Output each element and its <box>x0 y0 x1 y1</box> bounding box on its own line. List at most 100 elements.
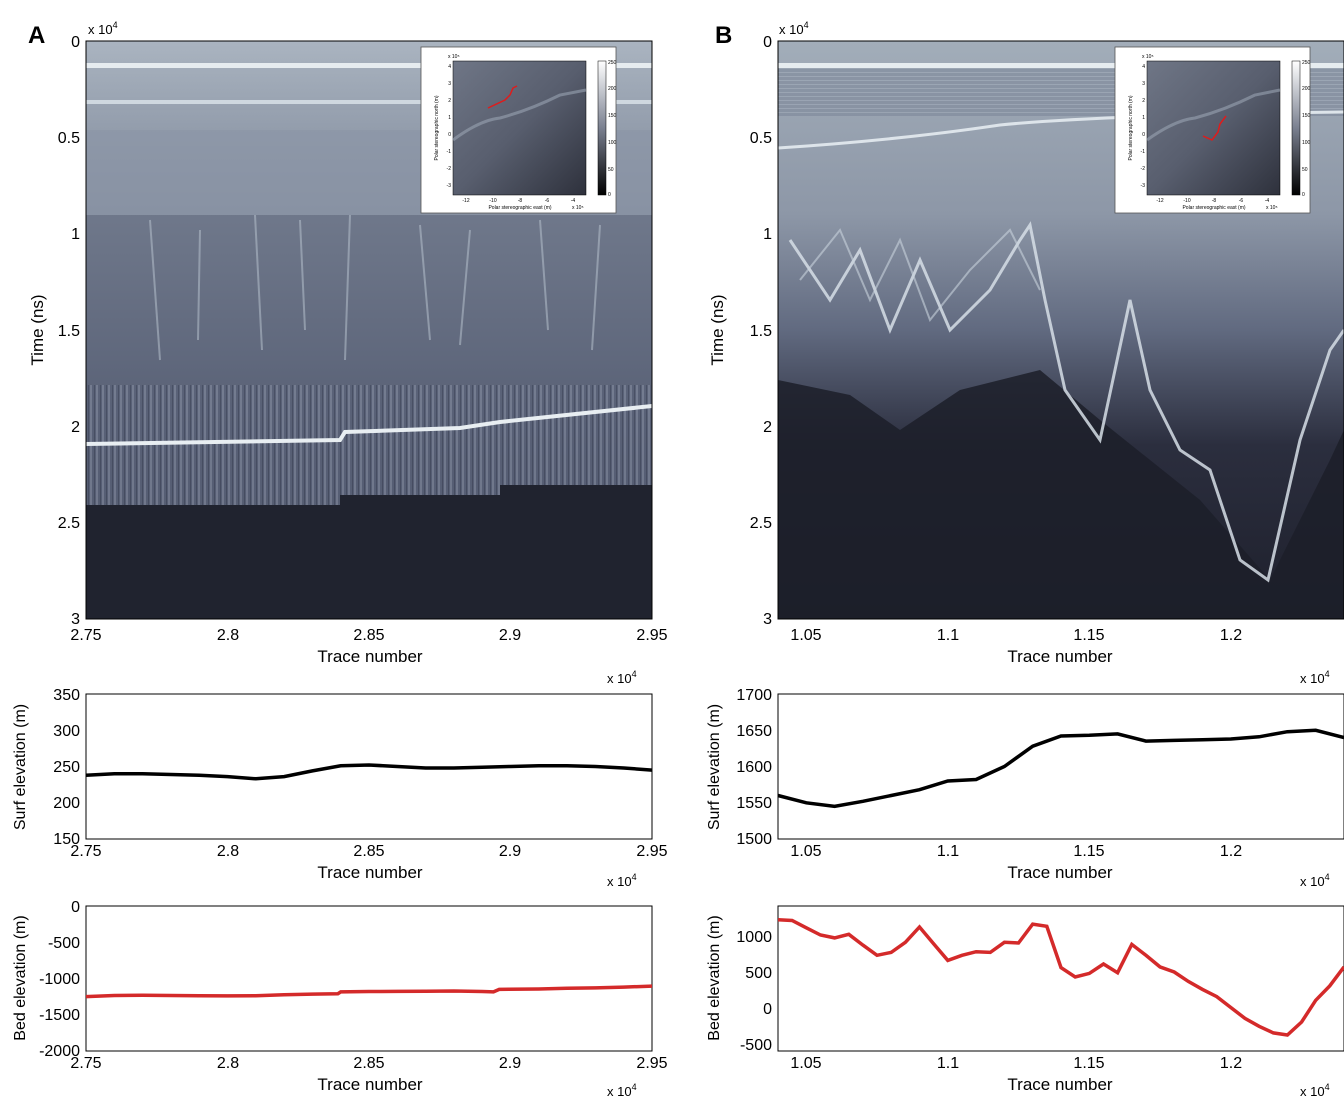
surface-a-yticks: 350 300 250 200 150 <box>53 687 80 848</box>
radargram-a-xticks: 2.75 2.8 2.85 2.9 2.95 <box>70 627 667 644</box>
bed-a-ytick: -500 <box>48 935 80 952</box>
panel-b-inset: 250 200 150 100 50 0 4 3 2 1 0 -1 -2 -3 … <box>1114 46 1311 214</box>
radargram-b-yticks: 0 0.5 1 1.5 2 2.5 3 <box>750 34 772 628</box>
radargram-b-exp-base: x 10 <box>779 22 804 37</box>
surface-b-ytick: 1700 <box>736 687 772 704</box>
inset-a-cbar-tick: 250 <box>608 60 617 66</box>
panel-a-surface-plot: 350 300 250 200 150 2.75 2.8 2.85 2.9 2.… <box>12 687 668 889</box>
radargram-a-xlabel: Trace number <box>317 647 423 666</box>
bed-b-x-exp-base: x 10 <box>1300 1084 1325 1099</box>
inset-b-xtick: -6 <box>1239 198 1244 204</box>
bed-b-ytick: 500 <box>745 965 772 982</box>
bed-a-x-exponent: x 104 <box>607 1082 637 1099</box>
bed-a-line <box>85 984 653 999</box>
radargram-b-x-exp-power: 4 <box>1325 669 1330 679</box>
bed-b-xtick: 1.15 <box>1073 1055 1104 1072</box>
surface-b-ytick: 1600 <box>736 759 772 776</box>
panel-b-letter: B <box>715 22 732 49</box>
radargram-b-bed-reflector <box>788 221 1344 583</box>
inset-b-xlabel: Polar stereographic east (m) <box>1182 205 1245 211</box>
bed-b-yticks: 1000 500 0 -500 <box>736 929 772 1054</box>
surface-a-x-exp-base: x 10 <box>607 874 632 889</box>
surface-a-line <box>85 763 653 781</box>
bed-b-xtick: 1.1 <box>937 1055 959 1072</box>
inset-b-cbar-tick: 250 <box>1302 60 1311 66</box>
bed-a-ylabel: Bed elevation (m) <box>12 915 29 1040</box>
inset-b-xtick: -10 <box>1183 198 1190 204</box>
radargram-a-x-exp-power: 4 <box>632 669 637 679</box>
bed-a-x-exp-power: 4 <box>632 1082 637 1092</box>
surface-b-xtick: 1.1 <box>937 843 959 860</box>
surface-a-xticks: 2.75 2.8 2.85 2.9 2.95 <box>70 843 667 860</box>
inset-b-ytick: 2 <box>1142 98 1145 104</box>
surface-a-xtick: 2.95 <box>636 843 667 860</box>
surface-a-xtick: 2.85 <box>353 843 384 860</box>
inset-b-cbar-tick: 200 <box>1302 86 1311 92</box>
bed-b-ytick: 0 <box>763 1001 772 1018</box>
inset-a-xtick: -12 <box>462 198 469 204</box>
surface-a-ytick: 350 <box>53 687 80 704</box>
bed-a-xtick: 2.75 <box>70 1055 101 1072</box>
inset-a-exp-bottom: x 10⁵ <box>572 205 584 211</box>
surface-b-yticks: 1700 1650 1600 1550 1500 <box>736 687 772 848</box>
inset-a-xtick: -6 <box>545 198 550 204</box>
inset-a-colorbar-ticks: 250 200 150 100 50 0 <box>608 60 617 198</box>
radargram-b-x-exponent: x 104 <box>1300 669 1330 686</box>
radargram-a-ytick: 0.5 <box>58 130 80 147</box>
bed-a-xtick: 2.9 <box>499 1055 521 1072</box>
inset-b-xtick: -8 <box>1212 198 1217 204</box>
radargram-b-ytick: 1 <box>763 226 772 243</box>
surface-a-xtick: 2.9 <box>499 843 521 860</box>
radargram-a-x-exp-base: x 10 <box>607 671 632 686</box>
radargram-b-dark-region <box>778 370 1344 619</box>
bed-b-ytick: -500 <box>740 1037 772 1054</box>
radargram-a-xtick: 2.9 <box>499 627 521 644</box>
radargram-a-exp-power: 4 <box>113 20 118 30</box>
surface-a-xtick: 2.75 <box>70 843 101 860</box>
inset-b-ytick: -1 <box>1141 149 1146 155</box>
inset-b-xtick: -12 <box>1156 198 1163 204</box>
panel-a-bed-plot: 0 -500 -1000 -1500 -2000 2.75 2.8 2.85 2… <box>12 899 668 1099</box>
inset-b-ytick: 1 <box>1142 115 1145 121</box>
surface-a-xlabel: Trace number <box>317 863 423 882</box>
radargram-b-x-exp-base: x 10 <box>1300 671 1325 686</box>
surface-b-ytick: 1650 <box>736 723 772 740</box>
inset-b-ylabel: Polar stereographic north (m) <box>1128 95 1134 160</box>
inset-a-track <box>487 85 518 109</box>
radargram-a-exp-base: x 10 <box>88 22 113 37</box>
surface-b-x-exp-base: x 10 <box>1300 874 1325 889</box>
inset-a-cbar-tick: 50 <box>608 167 614 173</box>
inset-b-track <box>1202 115 1227 141</box>
inset-a-ytick: -2 <box>447 166 452 172</box>
bed-a-xtick: 2.85 <box>353 1055 384 1072</box>
inset-a-cbar-tick: 100 <box>608 140 617 146</box>
radargram-b-ylabel: Time (ns) <box>708 294 727 365</box>
radargram-a-dark-region <box>86 485 652 619</box>
radargram-a-ytick: 2 <box>71 419 80 436</box>
inset-a-xlabel: Polar stereographic east (m) <box>488 205 551 211</box>
surface-b-xlabel: Trace number <box>1007 863 1113 882</box>
radargram-a-ytick: 1.5 <box>58 323 80 340</box>
panel-a-inset: 250 200 150 100 50 0 4 3 2 1 0 -1 -2 -3 … <box>420 46 617 214</box>
inset-b-ytick: 4 <box>1142 64 1145 70</box>
inset-a-cbar-tick: 200 <box>608 86 617 92</box>
inset-a-xtick: -8 <box>518 198 523 204</box>
radargram-a-ytick: 0 <box>71 34 80 51</box>
inset-a-ytick: 0 <box>448 132 451 138</box>
radargram-b-reflector-1 <box>778 63 1344 68</box>
inset-a-ytick: -3 <box>447 183 452 189</box>
radargram-a-ytick: 1 <box>71 226 80 243</box>
radargram-b-ytick: 2 <box>763 419 772 436</box>
radargram-a-streaks <box>149 214 601 361</box>
surface-a-ytick: 200 <box>53 795 80 812</box>
bed-b-xtick: 1.05 <box>790 1055 821 1072</box>
radargram-a-bed-reflector <box>85 404 653 446</box>
inset-a-exp-top: x 10⁵ <box>448 54 460 60</box>
surface-b-xticks: 1.05 1.1 1.15 1.2 <box>790 843 1242 860</box>
surface-a-x-exponent: x 104 <box>607 872 637 889</box>
bed-b-ytick: 1000 <box>736 929 772 946</box>
bed-a-frame <box>85 905 653 1052</box>
bed-a-yticks: 0 -500 -1000 -1500 -2000 <box>39 899 80 1060</box>
bed-a-xticks: 2.75 2.8 2.85 2.9 2.95 <box>70 1055 667 1072</box>
